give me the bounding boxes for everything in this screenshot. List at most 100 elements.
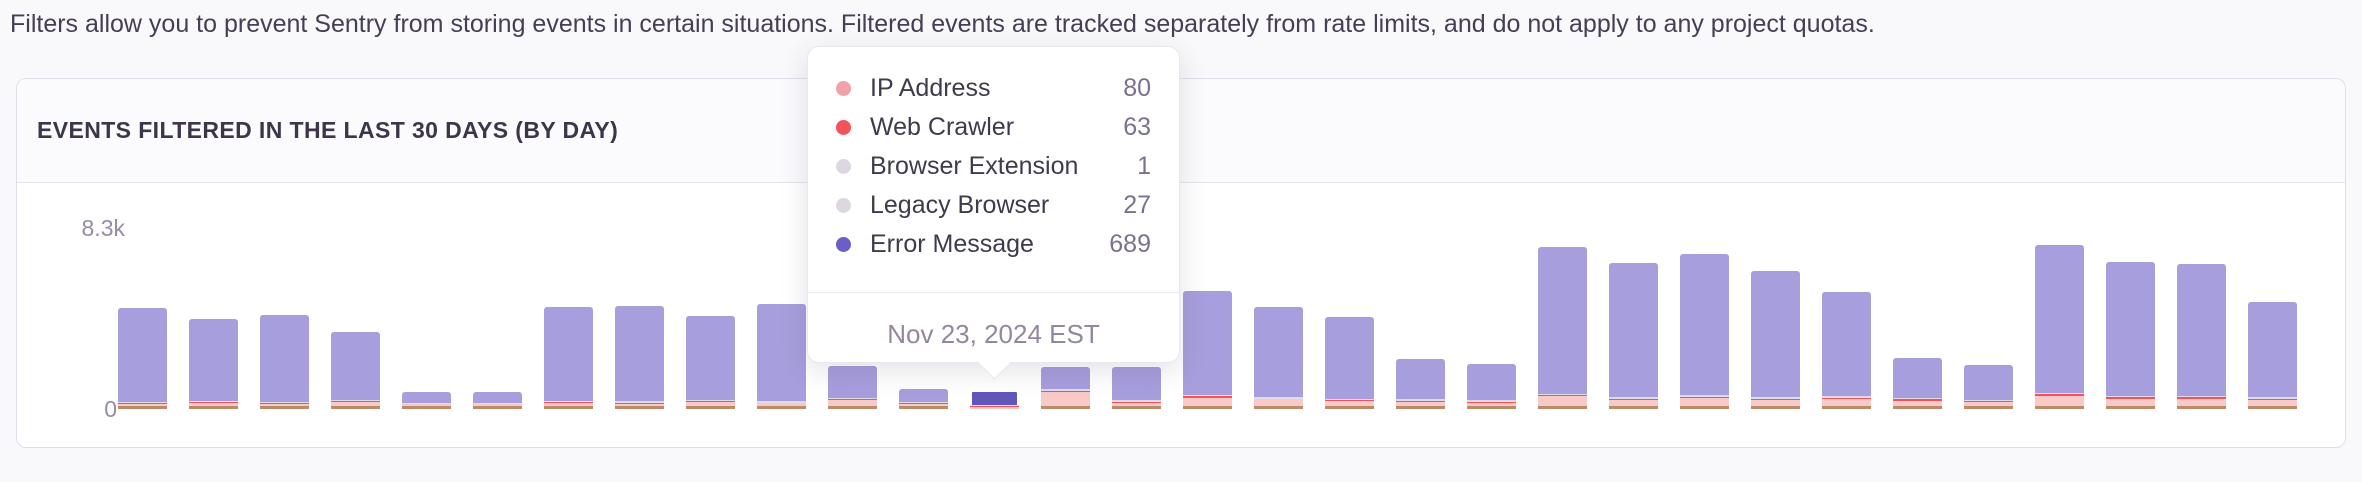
chart-bar[interactable]	[260, 315, 309, 409]
bar-segment-web-crawler	[544, 402, 593, 404]
chart-tooltip: IP Address 80 Web Crawler 63 Browser Extensi…	[807, 46, 1180, 380]
events-filtered-panel: EVENTS FILTERED IN THE LAST 30 DAYS (BY …	[16, 78, 2346, 448]
chart-bar[interactable]	[2177, 263, 2226, 409]
panel-title: EVENTS FILTERED IN THE LAST 30 DAYS (BY …	[37, 117, 619, 143]
bar-segment-ip-address	[189, 402, 238, 406]
bar-segment-other	[1964, 405, 2013, 409]
bar-segment-error-message	[970, 390, 1019, 406]
chart-bar[interactable]	[899, 389, 948, 409]
chart-bar[interactable]	[1964, 365, 2013, 409]
bar-segment-legacy-browser	[828, 397, 877, 399]
bar-segment-error-message	[1041, 366, 1090, 390]
y-axis-label-min: 0	[104, 396, 117, 422]
bar-segment-web-crawler	[1751, 398, 1800, 400]
bar-segment-error-message	[1751, 271, 1800, 398]
tooltip-series-value: 80	[1123, 74, 1151, 102]
bar-segment-web-crawler	[1609, 398, 1658, 400]
bar-segment-ip-address	[970, 407, 1019, 409]
bar-segment-other	[1396, 405, 1445, 409]
chart-bar[interactable]	[544, 307, 593, 409]
chart-bar[interactable]	[2035, 245, 2084, 409]
bar-segment-error-message	[2248, 302, 2297, 398]
bar-segment-web-crawler	[1396, 400, 1445, 403]
tooltip-series-label: Error Message	[870, 230, 1034, 258]
bar-segment-other	[1467, 405, 1516, 409]
bar-segment-error-message	[615, 306, 664, 402]
chart-bar[interactable]	[757, 304, 806, 409]
bar-segment-web-crawler	[1467, 401, 1516, 403]
bar-segment-legacy-browser	[1964, 399, 2013, 402]
chart-bar[interactable]	[2106, 262, 2155, 409]
chart-bar[interactable]	[473, 392, 522, 409]
chart-bar[interactable]	[1893, 358, 1942, 409]
tooltip-series-value: 27	[1123, 191, 1151, 219]
bar-segment-web-crawler	[1041, 390, 1090, 392]
bar-segment-other	[615, 405, 664, 409]
chart-bar[interactable]	[1041, 366, 1090, 409]
chart-bar-hovered[interactable]	[970, 390, 1019, 409]
bar-segment-ip-address	[828, 400, 877, 406]
chart-bar[interactable]	[189, 319, 238, 409]
chart-bar[interactable]	[1467, 364, 1516, 409]
chart-bar[interactable]	[1396, 359, 1445, 409]
chart-bar[interactable]	[1609, 263, 1658, 409]
bar-segment-other	[899, 405, 948, 409]
bar-segment-error-message	[2035, 245, 2084, 394]
bar-segment-legacy-browser	[1822, 396, 1871, 398]
tooltip-rows: IP Address 80 Web Crawler 63 Browser Extensi…	[808, 47, 1179, 264]
bar-segment-other	[1325, 405, 1374, 409]
bar-segment-other	[544, 405, 593, 409]
chart-bar[interactable]	[1680, 253, 1729, 409]
chart-bar[interactable]	[828, 366, 877, 409]
bar-segment-error-message	[1467, 364, 1516, 401]
bar-segment-web-crawler	[757, 402, 806, 404]
bar-segment-error-message	[331, 332, 380, 400]
bar-segment-error-message	[402, 392, 451, 404]
tooltip-divider	[808, 292, 1179, 293]
chart-bar[interactable]	[331, 332, 380, 409]
bar-segment-ip-address	[1964, 402, 2013, 406]
chart-bar[interactable]	[1112, 366, 1161, 409]
bar-segment-legacy-browser	[473, 403, 522, 405]
tooltip-series-value: 1	[1137, 152, 1151, 180]
tooltip-date: Nov 23, 2024 EST	[887, 319, 1100, 349]
bar-segment-web-crawler	[615, 402, 664, 404]
bar-segment-ip-address	[899, 403, 948, 406]
bar-segment-ip-address	[331, 401, 380, 406]
chart-bar[interactable]	[615, 306, 664, 409]
chart-bar[interactable]	[1325, 317, 1374, 409]
chart-bar[interactable]	[1751, 271, 1800, 409]
bar-segment-other	[189, 405, 238, 409]
bar-segment-error-message	[189, 319, 238, 401]
bar-segment-web-crawler	[260, 403, 309, 404]
bar-segment-other	[2106, 405, 2155, 409]
bar-segment-web-crawler	[331, 401, 380, 402]
bar-segment-error-message	[1538, 247, 1587, 394]
bar-segment-legacy-browser	[686, 400, 735, 402]
chart-bar[interactable]	[1183, 291, 1232, 409]
bar-segment-other	[828, 405, 877, 409]
chart-bar[interactable]	[402, 392, 451, 409]
bar-segment-legacy-browser	[1467, 400, 1516, 402]
bar-segment-other	[686, 405, 735, 409]
chart-bar[interactable]	[1538, 247, 1587, 409]
bar-segment-ip-address	[1751, 399, 1800, 406]
chart-bar[interactable]	[2248, 302, 2297, 409]
chart-bar[interactable]	[1822, 292, 1871, 409]
bar-segment-error-message	[473, 392, 522, 404]
bar-segment-legacy-browser	[1041, 389, 1090, 391]
tooltip-series-label: Legacy Browser	[870, 191, 1050, 219]
legend-color-dot	[836, 159, 851, 174]
bar-segment-error-message	[1183, 291, 1232, 396]
bar-segment-legacy-browser	[899, 402, 948, 403]
bar-segment-web-crawler	[2248, 398, 2297, 401]
chart-bar[interactable]	[118, 308, 167, 409]
bar-segment-other	[1183, 405, 1232, 409]
chart-bar[interactable]	[1254, 307, 1303, 409]
bar-segment-ip-address	[1609, 399, 1658, 406]
tooltip-series-label: IP Address	[870, 74, 991, 102]
bar-segment-web-crawler	[1254, 398, 1303, 400]
y-axis-label-max: 8.3k	[81, 215, 125, 241]
bar-segment-other	[402, 405, 451, 409]
chart-bar[interactable]	[686, 316, 735, 409]
